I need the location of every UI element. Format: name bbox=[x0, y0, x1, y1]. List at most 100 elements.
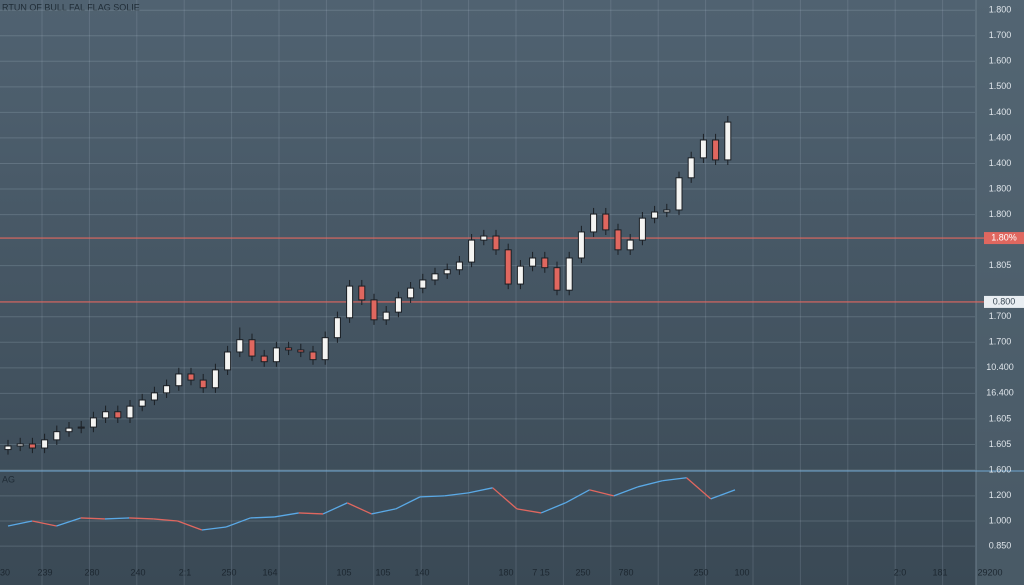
candle-body bbox=[333, 317, 341, 339]
indicator-segment bbox=[32, 520, 57, 527]
candle-body bbox=[248, 339, 256, 357]
candle-body bbox=[565, 257, 573, 291]
candle-body bbox=[675, 177, 683, 211]
y-tick-label: 1.800 bbox=[989, 183, 1012, 193]
x-tick-label: 250 bbox=[221, 567, 236, 577]
candle-body bbox=[492, 235, 500, 251]
indicator-segment bbox=[153, 518, 178, 522]
candle-body bbox=[163, 385, 171, 394]
candle-body bbox=[4, 445, 12, 451]
candle-body bbox=[321, 337, 329, 361]
indicator-segment bbox=[371, 508, 396, 515]
candle-body bbox=[187, 373, 195, 381]
indicator-segment bbox=[468, 487, 493, 494]
indicator-segment bbox=[177, 520, 203, 531]
y-tick-label: 1.400 bbox=[989, 158, 1012, 168]
candle-body bbox=[28, 443, 36, 449]
x-tick-label: 164 bbox=[262, 567, 277, 577]
candle-body bbox=[663, 209, 671, 213]
y-tick-label: 1.400 bbox=[989, 107, 1012, 117]
candle-body bbox=[175, 373, 183, 387]
y-tick-label: 1.600 bbox=[989, 464, 1012, 474]
candle-body bbox=[699, 139, 707, 159]
x-tick-label: 181 bbox=[932, 567, 947, 577]
candle-body bbox=[516, 265, 524, 285]
indicator-segment bbox=[686, 477, 712, 500]
x-tick-label: 239 bbox=[37, 567, 52, 577]
indicator-segment bbox=[274, 512, 299, 518]
indicator-label: AG bbox=[2, 474, 15, 484]
indicator-segment bbox=[80, 517, 105, 520]
candle-body bbox=[53, 431, 61, 441]
candle-body bbox=[602, 213, 610, 231]
candle-body bbox=[138, 399, 146, 407]
x-tick-label: 105 bbox=[336, 567, 351, 577]
indicator-segment bbox=[201, 526, 227, 531]
x-tick-label: 250 bbox=[693, 567, 708, 577]
indicator-segment bbox=[322, 502, 348, 515]
indicator-segment bbox=[298, 512, 324, 515]
indicator-segment bbox=[7, 520, 33, 527]
x-tick-label: 100 bbox=[734, 567, 749, 577]
candle-body bbox=[211, 369, 219, 389]
y-tick-label: 1.800 bbox=[989, 209, 1012, 219]
candle-body bbox=[114, 411, 122, 419]
candle-body bbox=[260, 355, 268, 363]
y-tick-label: 1.700 bbox=[989, 311, 1012, 321]
chart-title: RTUN OF BULL FAL FLAG SOLIE bbox=[2, 2, 140, 12]
candle-body bbox=[126, 405, 134, 419]
candle-body bbox=[480, 235, 488, 241]
candle-body bbox=[394, 297, 402, 313]
indicator-segment bbox=[540, 502, 566, 514]
candle-body bbox=[455, 261, 463, 271]
x-tick-label: 30 bbox=[0, 567, 10, 577]
candle-body bbox=[236, 339, 244, 353]
level-label: 1.80% bbox=[991, 232, 1017, 242]
indicator-segment bbox=[710, 489, 736, 500]
x-tick-label: 280 bbox=[84, 567, 99, 577]
x-tick-label: 105 bbox=[375, 567, 390, 577]
y-tick-label: 1.805 bbox=[989, 260, 1012, 270]
candle-body bbox=[77, 426, 85, 429]
indicator-segment bbox=[637, 480, 663, 488]
level-tag bbox=[984, 232, 1024, 245]
indicator-segment bbox=[565, 489, 590, 504]
x-tick-label: 250 bbox=[575, 567, 590, 577]
indicator-segment bbox=[225, 517, 251, 528]
x-tick-label: 240 bbox=[130, 567, 145, 577]
candle-body bbox=[553, 267, 561, 291]
indicator-segment bbox=[589, 489, 614, 497]
x-tick-label: 2:1 bbox=[179, 567, 192, 577]
candle-body bbox=[577, 231, 585, 259]
candle-body bbox=[370, 299, 378, 321]
indicator-segment bbox=[613, 486, 639, 497]
indicator-segment bbox=[56, 517, 81, 527]
y-tick-label: 1.600 bbox=[989, 56, 1012, 66]
indicator-segment bbox=[662, 477, 687, 482]
candle-body bbox=[150, 392, 158, 401]
price-axis-panel bbox=[976, 0, 1024, 585]
vertical-grid bbox=[41, 0, 944, 585]
x-tick-label: 2:0 bbox=[894, 567, 907, 577]
y-tick-label: 1.605 bbox=[989, 439, 1012, 449]
candle-body bbox=[41, 439, 49, 449]
candle-body bbox=[89, 417, 97, 428]
candle-body bbox=[529, 257, 537, 267]
candle-body bbox=[297, 349, 305, 353]
x-tick-label: 780 bbox=[618, 567, 633, 577]
candle-body bbox=[65, 427, 73, 433]
indicator-segment bbox=[104, 517, 130, 520]
indicator-segment bbox=[516, 508, 542, 514]
y-tick-label: 10.400 bbox=[986, 362, 1014, 372]
candle-body bbox=[16, 443, 24, 447]
candle-body bbox=[309, 351, 317, 361]
candle-body bbox=[687, 157, 695, 179]
candle-body bbox=[102, 411, 110, 419]
candle-body bbox=[382, 311, 390, 321]
level-tag bbox=[984, 295, 1024, 308]
candle-body bbox=[541, 257, 549, 269]
y-tick-label: 1.605 bbox=[989, 413, 1012, 423]
